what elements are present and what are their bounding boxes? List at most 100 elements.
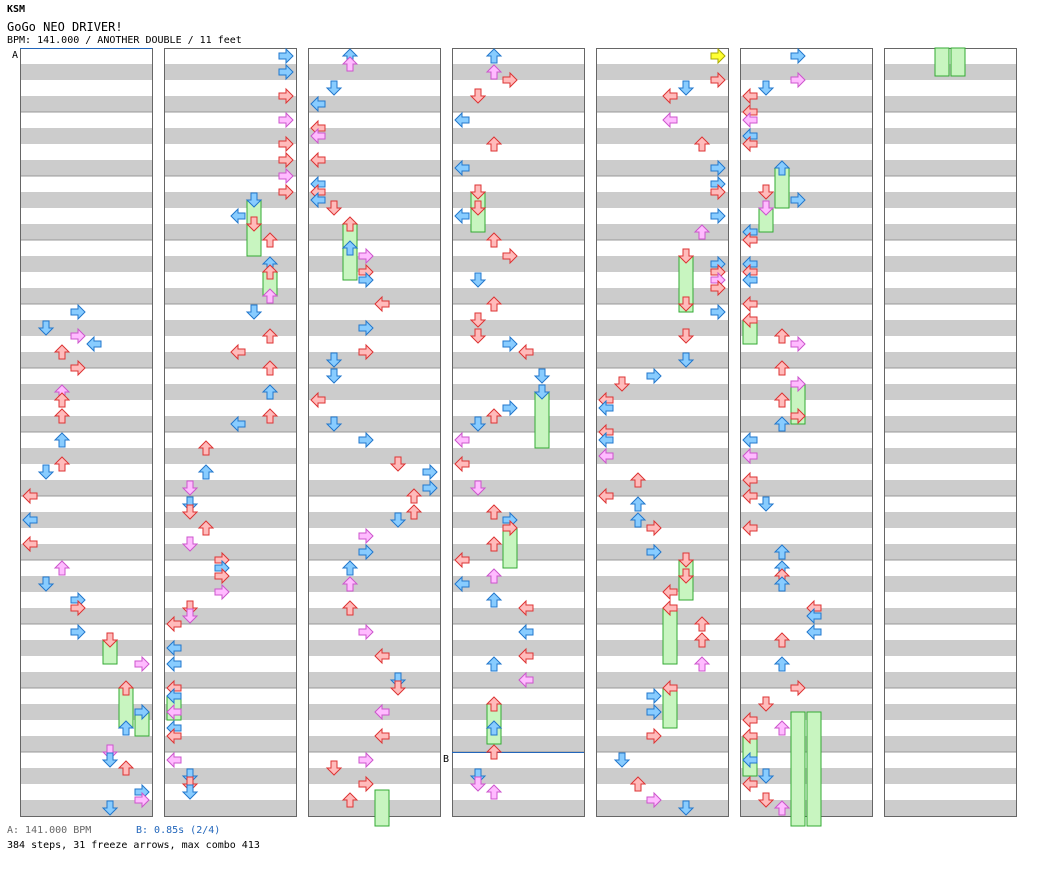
step-arrow — [629, 496, 647, 512]
step-arrow — [22, 511, 38, 529]
step-arrow — [278, 63, 294, 81]
step-arrow — [454, 207, 470, 225]
step-arrow — [742, 775, 758, 793]
step-arrow — [485, 136, 503, 152]
step-arrow — [197, 440, 215, 456]
step-arrow — [518, 647, 534, 665]
step-arrow — [454, 575, 470, 593]
freeze-arrow — [662, 607, 678, 665]
marker-a-label: A — [12, 50, 18, 61]
step-arrow — [662, 87, 678, 105]
step-arrow — [166, 703, 182, 721]
step-arrow — [742, 311, 758, 329]
step-arrow — [245, 216, 263, 232]
step-arrow — [757, 696, 775, 712]
step-arrow — [646, 687, 662, 705]
step-arrow — [358, 271, 374, 289]
step-arrow — [134, 791, 150, 809]
step-arrow — [70, 327, 86, 345]
step-arrow — [374, 703, 390, 721]
step-arrow — [790, 335, 806, 353]
step-arrow — [710, 71, 726, 89]
step-arrow — [278, 135, 294, 153]
step-arrow — [341, 576, 359, 592]
step-arrow — [662, 583, 678, 601]
step-arrow — [629, 512, 647, 528]
step-arrow — [70, 359, 86, 377]
step-arrow — [742, 711, 758, 729]
step-arrow — [37, 320, 55, 336]
step-arrow — [485, 744, 503, 760]
step-arrow — [166, 687, 182, 705]
step-arrow — [70, 623, 86, 641]
step-arrow — [757, 792, 775, 808]
step-arrow — [261, 384, 279, 400]
step-arrow — [677, 568, 695, 584]
step-arrow — [261, 264, 279, 280]
step-arrow — [310, 191, 326, 209]
step-arrow — [422, 479, 438, 497]
step-arrow — [358, 543, 374, 561]
step-arrow — [646, 519, 662, 537]
step-arrow — [469, 184, 487, 200]
step-arrow — [37, 464, 55, 480]
step-arrow — [502, 399, 518, 417]
step-arrow — [598, 399, 614, 417]
step-arrow — [693, 656, 711, 672]
step-arrow — [598, 431, 614, 449]
step-arrow — [358, 247, 374, 265]
step-arrow — [710, 279, 726, 297]
step-arrow — [278, 183, 294, 201]
step-arrow — [773, 544, 791, 560]
brand-label: KSM — [7, 4, 26, 15]
step-arrow — [598, 447, 614, 465]
step-arrow — [629, 472, 647, 488]
step-arrow — [757, 184, 775, 200]
step-arrow — [742, 431, 758, 449]
step-arrow — [790, 679, 806, 697]
song-title: GoGo NEO DRIVER! — [7, 20, 123, 34]
step-arrow — [710, 303, 726, 321]
step-arrow — [341, 56, 359, 72]
step-arrow — [677, 248, 695, 264]
step-arrow — [742, 727, 758, 745]
step-arrow — [646, 727, 662, 745]
step-arrow — [773, 328, 791, 344]
step-arrow — [422, 463, 438, 481]
step-arrow — [341, 560, 359, 576]
step-arrow — [742, 519, 758, 537]
step-arrow — [502, 335, 518, 353]
freeze-arrow — [934, 47, 950, 77]
step-arrow — [325, 200, 343, 216]
step-arrow — [261, 288, 279, 304]
step-arrow — [358, 343, 374, 361]
step-arrow — [790, 375, 806, 393]
step-arrow — [646, 367, 662, 385]
step-arrow — [53, 432, 71, 448]
footer-bpm: A: 141.000 BPM — [7, 825, 92, 836]
step-arrow — [341, 792, 359, 808]
step-arrow — [677, 80, 695, 96]
step-arrow — [374, 647, 390, 665]
step-arrow — [742, 751, 758, 769]
step-arrow — [101, 800, 119, 816]
step-arrow — [598, 487, 614, 505]
step-arrow — [469, 200, 487, 216]
chart-column — [452, 48, 585, 817]
step-arrow — [485, 568, 503, 584]
step-arrow — [181, 480, 199, 496]
step-arrow — [278, 87, 294, 105]
step-arrow — [502, 519, 518, 537]
step-arrow — [469, 480, 487, 496]
step-arrow — [389, 512, 407, 528]
step-arrow — [197, 464, 215, 480]
step-arrow — [662, 679, 678, 697]
step-arrow — [485, 64, 503, 80]
step-arrow — [485, 232, 503, 248]
step-arrow — [485, 720, 503, 736]
step-arrow — [790, 407, 806, 425]
step-arrow — [261, 360, 279, 376]
step-arrow — [757, 768, 775, 784]
step-arrow — [806, 623, 822, 641]
